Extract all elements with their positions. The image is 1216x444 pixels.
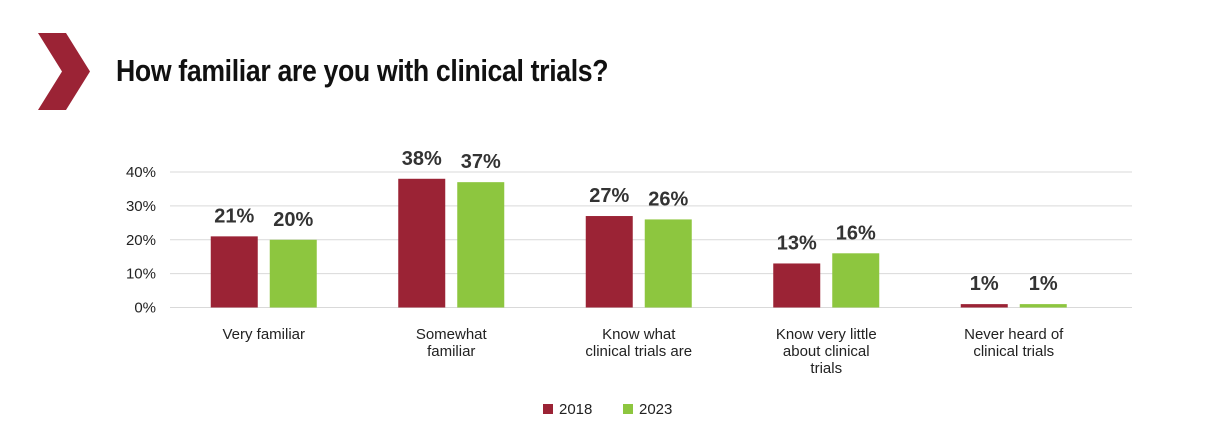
category-label: Somewhat familiar	[416, 326, 488, 360]
data-label: 26%	[648, 188, 688, 210]
legend-swatch	[623, 404, 633, 414]
x-axis: Very familiar Somewhat familiar Know what cl…	[222, 326, 1064, 377]
data-labels: 21% 20% 38% 37% 27% 26% 13% 16% 1% 1%	[214, 148, 1058, 295]
page-title: How familiar are you with clinical trial…	[116, 53, 609, 88]
legend: 2018 2023	[543, 401, 672, 418]
y-tick-label: 30%	[126, 198, 156, 215]
bar-2023	[832, 253, 880, 308]
y-axis: 0% 10% 20% 30% 40%	[126, 164, 156, 317]
bar-2018	[960, 304, 1008, 308]
chevron-icon	[38, 33, 90, 110]
data-label: 1%	[970, 273, 999, 295]
bar-2018	[773, 263, 821, 308]
legend-swatch	[543, 404, 553, 414]
bars	[210, 178, 1067, 308]
data-label: 21%	[214, 205, 254, 227]
legend-label: 2018	[559, 401, 592, 418]
bar-2018	[398, 178, 446, 308]
bar-2023	[457, 182, 505, 308]
y-tick-label: 10%	[126, 266, 156, 283]
bar-2018	[210, 236, 258, 308]
bar-2023	[269, 239, 317, 308]
data-label: 13%	[777, 232, 817, 254]
data-label: 20%	[273, 209, 313, 231]
legend-label: 2023	[639, 401, 672, 418]
category-label: Never heard of clinical trials	[964, 326, 1064, 360]
y-tick-label: 20%	[126, 232, 156, 249]
data-label: 38%	[402, 148, 442, 170]
category-label: Very familiar	[222, 326, 305, 343]
data-label: 27%	[589, 185, 629, 207]
data-label: 1%	[1029, 273, 1058, 295]
category-label: Know very little about clinical trials	[776, 326, 877, 377]
data-label: 37%	[461, 151, 501, 173]
y-tick-label: 40%	[126, 164, 156, 181]
bar-2023	[644, 219, 692, 308]
data-label: 16%	[836, 222, 876, 244]
y-tick-label: 0%	[134, 300, 156, 317]
category-label: Know what clinical trials are	[585, 326, 692, 360]
bar-2023	[1019, 304, 1067, 308]
bar-2018	[585, 216, 633, 308]
